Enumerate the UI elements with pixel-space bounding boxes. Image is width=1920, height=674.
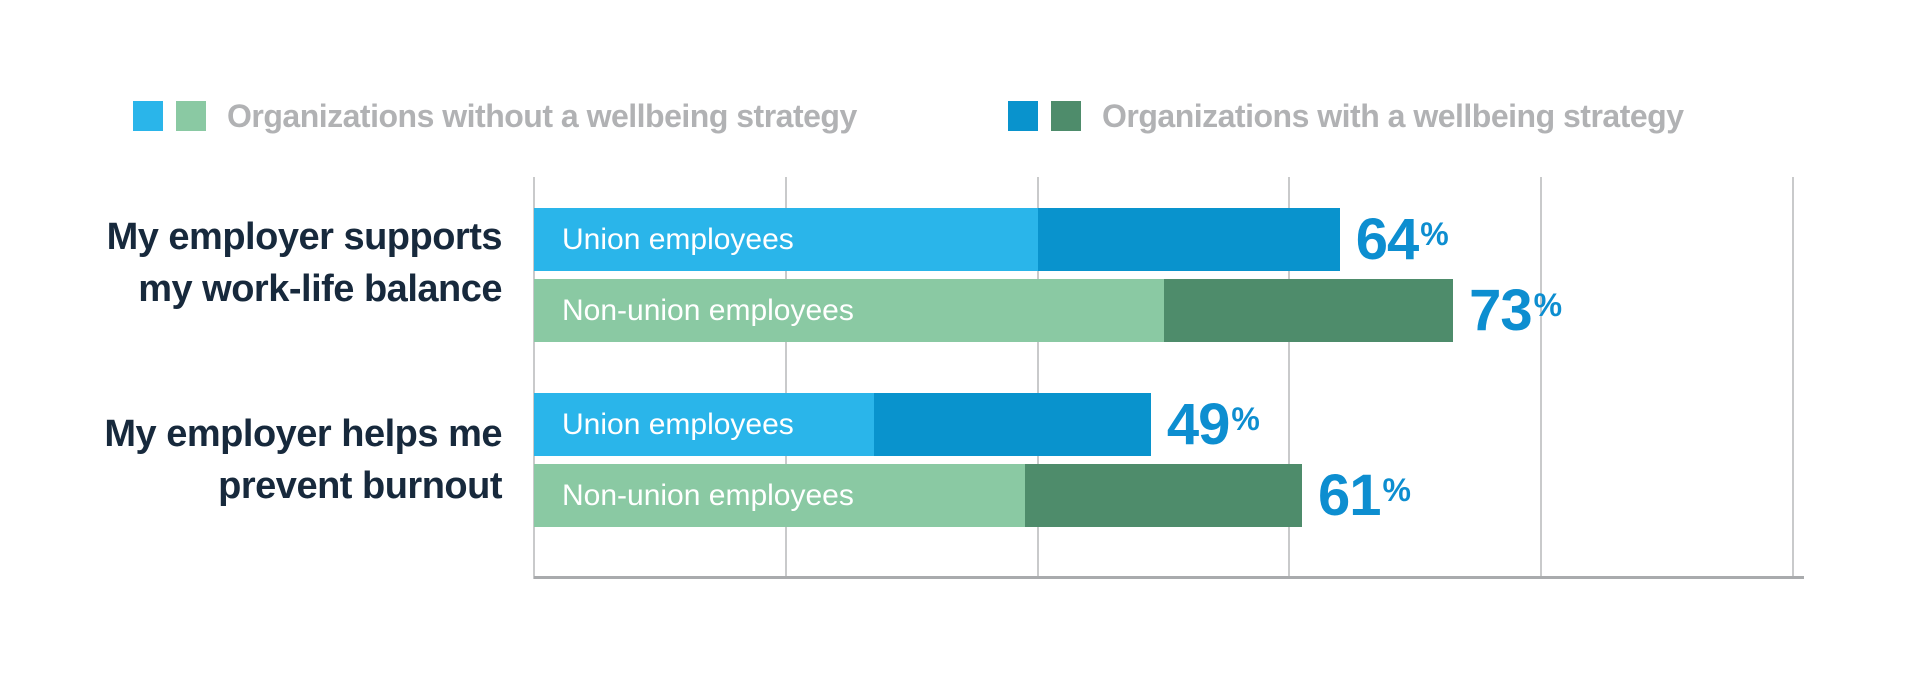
x-axis-line bbox=[534, 576, 1804, 579]
bar-nonunion-work-life: Non-union employees bbox=[534, 279, 1454, 342]
value-label-61: 61 % bbox=[1318, 464, 1411, 527]
bar-union-work-life: Union employees bbox=[534, 208, 1340, 271]
legend-swatch-union-light-blue bbox=[133, 101, 163, 131]
category-line: prevent burnout bbox=[218, 465, 502, 507]
category-label-prevent-burnout: My employer helps me prevent burnout bbox=[0, 408, 502, 512]
category-line: my work-life balance bbox=[138, 268, 502, 310]
bar-label: Non-union employees bbox=[562, 294, 854, 327]
bar-union-burnout: Union employees bbox=[534, 393, 1151, 456]
legend-swatch-nonunion-light-green bbox=[176, 101, 206, 131]
bar-segment-without-strategy bbox=[534, 208, 1038, 271]
bar-segment-without-strategy bbox=[534, 464, 1025, 527]
legend-item-with-strategy: Organizations with a wellbeing strategy bbox=[1008, 97, 1684, 134]
bar-segment-with-strategy bbox=[1163, 279, 1454, 342]
value-number: 73 bbox=[1469, 278, 1533, 343]
percent-sign: % bbox=[1382, 472, 1411, 508]
value-number: 61 bbox=[1317, 463, 1382, 528]
gridline-40 bbox=[1036, 177, 1039, 579]
bar-nonunion-burnout: Non-union employees bbox=[534, 464, 1302, 527]
gridline-100 bbox=[1792, 177, 1794, 579]
category-label-work-life-balance: My employer supports my work-life balanc… bbox=[0, 211, 503, 315]
category-line: My employer helps me bbox=[104, 413, 502, 455]
legend-swatch-union-dark-blue bbox=[1008, 101, 1038, 131]
legend-label: Organizations without a wellbeing strate… bbox=[227, 97, 857, 134]
bar-segment-without-strategy bbox=[534, 279, 1164, 342]
percent-sign: % bbox=[1231, 401, 1260, 437]
value-number: 64 bbox=[1355, 207, 1420, 272]
gridline-0 bbox=[533, 177, 535, 579]
bar-segment-with-strategy bbox=[873, 393, 1151, 456]
gridline-20 bbox=[784, 177, 787, 579]
bar-label: Union employees bbox=[562, 223, 794, 256]
value-number: 49 bbox=[1166, 392, 1231, 457]
bar-label: Non-union employees bbox=[562, 479, 854, 512]
legend-item-without-strategy: Organizations without a wellbeing strate… bbox=[133, 97, 857, 134]
gridline-80 bbox=[1540, 177, 1543, 579]
value-label-73: 73 % bbox=[1469, 279, 1562, 342]
bar-segment-without-strategy bbox=[534, 393, 874, 456]
percent-sign: % bbox=[1533, 287, 1563, 323]
gridline-60 bbox=[1288, 177, 1291, 579]
legend-label: Organizations with a wellbeing strategy bbox=[1102, 97, 1684, 134]
percent-sign: % bbox=[1420, 216, 1449, 252]
value-label-64: 64 % bbox=[1356, 208, 1449, 271]
category-line: My employer supports bbox=[106, 216, 503, 258]
bar-label: Union employees bbox=[562, 408, 794, 441]
bar-segment-with-strategy bbox=[1037, 208, 1340, 271]
legend-swatch-nonunion-dark-green bbox=[1051, 101, 1081, 131]
bar-segment-with-strategy bbox=[1025, 464, 1302, 527]
value-label-49: 49 % bbox=[1167, 393, 1260, 456]
